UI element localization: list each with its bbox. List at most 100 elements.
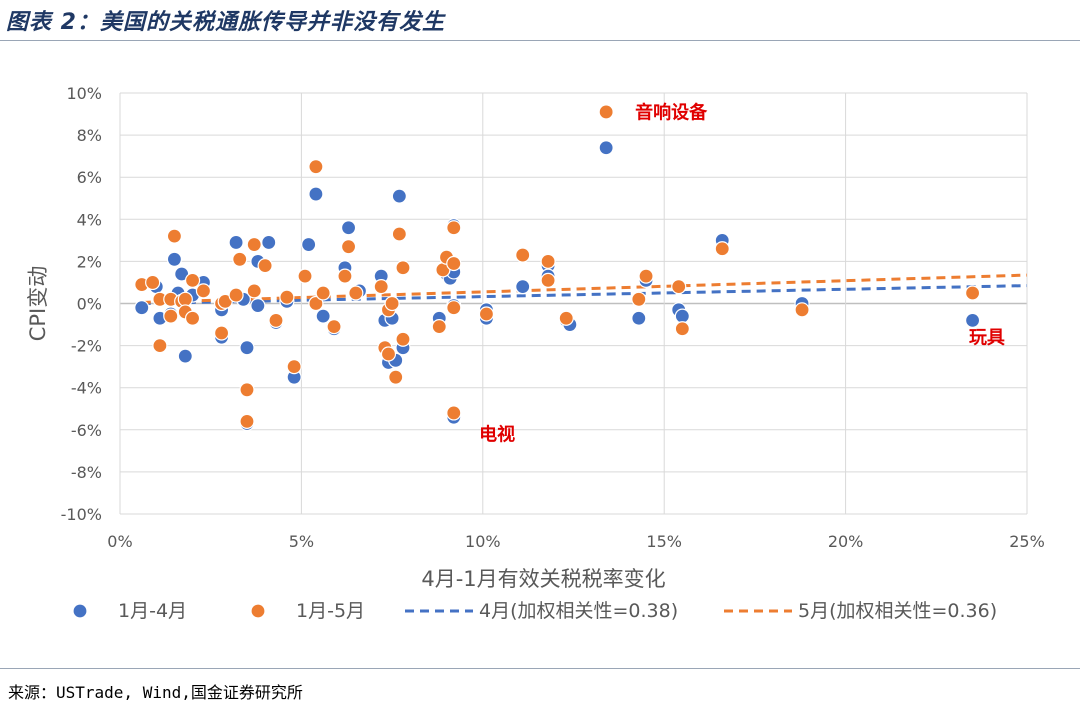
data-point-may (152, 338, 168, 354)
data-point-apr (308, 186, 324, 202)
data-point-may (431, 319, 447, 335)
data-point-may (257, 258, 273, 274)
legend-label: 5月(加权相关性=0.36) (798, 600, 997, 622)
data-point-may (388, 369, 404, 385)
data-point-may (308, 295, 324, 312)
legend-item-apr-trend: 4月(加权相关性=0.38) (405, 600, 678, 622)
y-tick-label: -6% (71, 421, 102, 440)
trendline-apr (141, 284, 1028, 305)
legend-item-may-trend: 5月(加权相关性=0.36) (724, 600, 997, 622)
data-point-may (478, 306, 495, 322)
data-point-apr (134, 300, 150, 316)
data-point-may (638, 268, 654, 284)
data-point-may (279, 289, 295, 305)
data-point-may (671, 279, 687, 295)
annotation-label: 电视 (479, 423, 515, 445)
y-tick-label: 8% (77, 126, 102, 145)
y-tick-label: 0% (77, 295, 102, 314)
data-point-may (348, 285, 364, 301)
data-point-may (228, 287, 244, 303)
trendline-may (141, 273, 1028, 304)
scatter-chart: 10% 8% 6% 4% 2% 0% -2% -4% -6% -8% -10% 0% 5% 10% 15% 2… (26, 84, 1045, 622)
data-point-may (446, 220, 462, 236)
data-point-may (315, 285, 331, 301)
data-point-may (213, 325, 230, 341)
data-point-may (340, 239, 357, 255)
figure-title: 图表 2：美国的关税通胀传导并非没有发生 (6, 10, 445, 35)
data-point-may (286, 359, 302, 375)
data-point-may (714, 241, 730, 257)
data-point-may (558, 310, 574, 326)
data-point-may (246, 236, 262, 253)
x-axis-title: 4月-1月有效关税税率变化 (421, 567, 665, 591)
x-tick-label: 20% (828, 532, 864, 551)
data-point-apr (261, 234, 277, 251)
data-point-apr (340, 220, 357, 236)
y-axis-title: CPI变动 (26, 266, 50, 342)
data-point-may (268, 312, 284, 328)
data-point-may (373, 279, 389, 295)
data-point-may (515, 247, 531, 263)
legend: 1月-4月 1月-5月 4月(加权相关性=0.38) 5月(加权相关性=0.36) (72, 600, 997, 622)
data-point-apr (674, 308, 690, 324)
data-point-may (166, 228, 183, 244)
data-point-may (145, 274, 161, 291)
data-point-may (384, 295, 400, 312)
legend-item-may: 1月-5月 (250, 600, 365, 622)
y-tick-label: 2% (77, 252, 102, 271)
data-point-may (395, 331, 411, 347)
x-tick-label: 0% (107, 532, 132, 551)
data-point-may (540, 253, 556, 269)
data-point-apr (228, 234, 244, 251)
bottom-divider (0, 668, 1080, 669)
data-point-may (380, 346, 397, 362)
source-note: 来源：USTrade, Wind,国金证券研究所 (8, 683, 303, 702)
data-point-may (446, 300, 462, 316)
data-point-apr (250, 298, 266, 314)
annotation-label: 玩具 (969, 327, 1005, 348)
data-point-may (964, 285, 981, 301)
y-tick-label: 6% (77, 168, 102, 187)
data-point-apr (301, 236, 317, 253)
data-point-apr (515, 279, 531, 295)
data-point-may (446, 255, 462, 272)
legend-label: 1月-5月 (296, 600, 365, 622)
x-tick-label: 25% (1009, 532, 1045, 551)
data-point-may (297, 268, 313, 284)
data-point-apr (177, 348, 193, 364)
data-point-may (598, 104, 614, 120)
data-point-may (195, 283, 212, 299)
data-point-apr (166, 251, 183, 267)
data-point-may (177, 291, 193, 307)
data-point-apr (391, 188, 407, 204)
data-point-apr (598, 140, 614, 156)
data-point-may (674, 321, 690, 337)
trendlines (141, 273, 1028, 305)
data-point-may (631, 291, 647, 307)
data-point-may (239, 382, 255, 398)
data-point-may (446, 405, 462, 421)
x-tick-label: 15% (646, 532, 682, 551)
y-tick-label: -4% (71, 379, 102, 398)
data-point-may (540, 272, 556, 288)
y-tick-label: 4% (77, 210, 102, 229)
legend-marker (72, 603, 88, 619)
annotation-label: 音响设备 (635, 101, 708, 123)
data-point-apr (631, 310, 647, 326)
legend-label: 4月(加权相关性=0.38) (479, 600, 678, 622)
y-tick-label: -10% (61, 505, 102, 524)
x-tick-label: 10% (465, 532, 501, 551)
data-point-may (232, 251, 248, 267)
data-point-may (308, 159, 324, 175)
data-point-apr (964, 312, 981, 328)
data-point-may (163, 308, 179, 324)
data-point-may (246, 283, 262, 299)
top-divider (0, 40, 1080, 41)
y-tick-label: -8% (71, 463, 102, 482)
data-point-may (184, 310, 201, 326)
data-point-may (337, 268, 353, 284)
legend-marker (250, 603, 266, 619)
data-point-may (794, 302, 810, 318)
legend-item-apr: 1月-4月 (72, 600, 187, 622)
